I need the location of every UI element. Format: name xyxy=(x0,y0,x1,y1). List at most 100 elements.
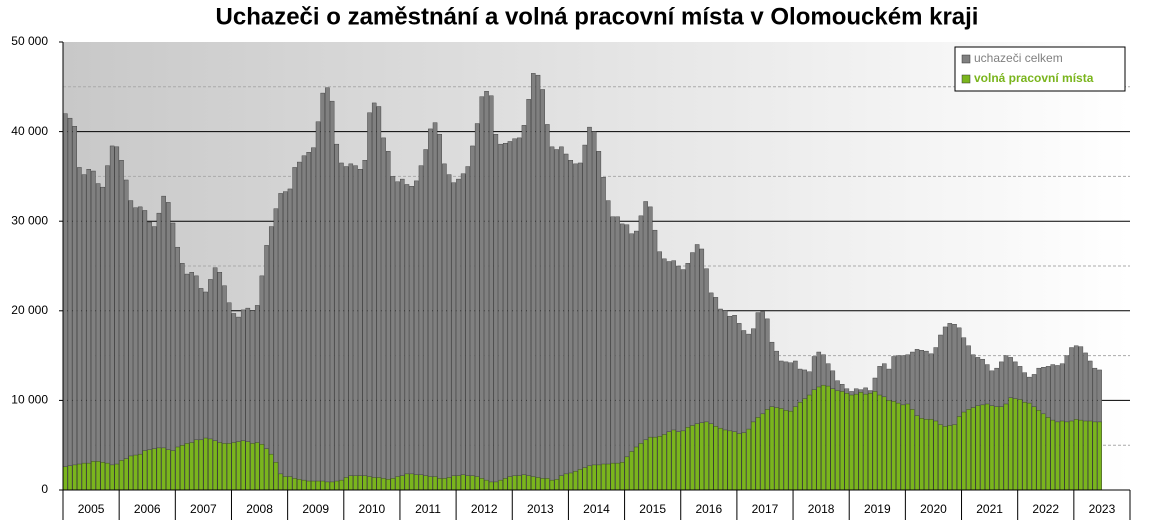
bar xyxy=(521,474,527,491)
bar xyxy=(428,128,433,491)
bar xyxy=(166,449,171,491)
bar xyxy=(278,193,283,491)
bar xyxy=(292,167,297,491)
bar xyxy=(264,448,269,491)
bar xyxy=(952,424,957,491)
bar xyxy=(404,473,410,491)
legend-swatch xyxy=(961,74,971,84)
bar xyxy=(699,422,705,491)
bar xyxy=(540,478,545,491)
bar xyxy=(615,216,620,491)
bar xyxy=(292,478,297,491)
bar xyxy=(545,478,550,491)
bar xyxy=(465,166,471,491)
bar xyxy=(357,475,363,491)
bar xyxy=(582,144,588,491)
bar xyxy=(137,206,143,491)
bar xyxy=(755,417,761,491)
x-tick-label: 2020 xyxy=(920,502,947,516)
bar xyxy=(956,416,962,491)
x-tick-label: 2010 xyxy=(359,502,386,516)
bar xyxy=(1087,420,1093,491)
y-tick-label: 40 000 xyxy=(11,124,48,138)
bar xyxy=(751,421,756,491)
x-tick-label: 2022 xyxy=(1032,502,1059,516)
bar xyxy=(77,463,82,491)
bar xyxy=(371,477,377,491)
bar xyxy=(72,126,77,491)
bar xyxy=(1050,419,1056,491)
bar xyxy=(432,476,438,491)
bar xyxy=(456,178,461,491)
bar xyxy=(100,186,106,491)
bar xyxy=(765,409,770,491)
bar xyxy=(629,451,634,491)
bar xyxy=(320,480,325,491)
bar xyxy=(390,478,396,491)
bar xyxy=(601,463,606,491)
bar xyxy=(741,432,747,491)
x-tick-label: 2019 xyxy=(864,502,891,516)
bar xyxy=(367,112,372,491)
bar xyxy=(306,480,311,491)
bar xyxy=(488,481,494,491)
bar xyxy=(615,462,620,491)
bar xyxy=(807,394,812,491)
bar xyxy=(727,430,733,491)
bar xyxy=(896,402,901,491)
bar xyxy=(250,443,255,491)
bar xyxy=(910,409,915,491)
bars xyxy=(63,73,1102,491)
bar xyxy=(853,393,859,491)
bar xyxy=(587,465,592,491)
bar xyxy=(961,411,967,491)
bar xyxy=(287,476,293,491)
bar xyxy=(212,440,218,491)
bar xyxy=(825,385,831,491)
bar xyxy=(259,444,265,491)
bar xyxy=(474,476,480,491)
bar xyxy=(868,393,873,491)
bar xyxy=(549,146,555,491)
bar xyxy=(133,454,138,491)
bar xyxy=(493,134,499,491)
bar xyxy=(437,134,442,491)
bar xyxy=(498,479,503,491)
bar xyxy=(423,475,428,491)
bar xyxy=(273,462,279,491)
bar xyxy=(821,384,826,491)
x-tick-label: 2006 xyxy=(134,502,161,516)
bar xyxy=(919,418,925,491)
bar xyxy=(137,453,143,491)
bar xyxy=(779,408,784,491)
bar xyxy=(797,401,803,491)
bar xyxy=(596,464,602,491)
bar xyxy=(151,448,157,491)
bar xyxy=(353,165,358,491)
bar xyxy=(161,447,166,491)
bar xyxy=(582,467,588,491)
bar xyxy=(109,464,115,491)
bar xyxy=(86,169,91,491)
x-tick-label: 2021 xyxy=(976,502,1003,516)
bar xyxy=(320,92,325,491)
bar xyxy=(1097,421,1102,491)
bar xyxy=(400,475,405,491)
bar xyxy=(1045,417,1051,491)
bar xyxy=(933,420,939,491)
bar xyxy=(914,415,920,491)
bar xyxy=(970,407,976,491)
bar xyxy=(67,117,73,491)
bar xyxy=(835,390,840,491)
x-tick-label: 2012 xyxy=(471,502,498,516)
bar xyxy=(554,479,559,491)
bar xyxy=(105,165,110,491)
bar xyxy=(114,146,120,491)
x-tick-label: 2016 xyxy=(695,502,722,516)
bar xyxy=(942,426,948,491)
bar xyxy=(1064,421,1070,491)
bar xyxy=(1059,420,1065,491)
bar xyxy=(297,479,302,491)
bar xyxy=(72,464,77,491)
bar xyxy=(568,472,574,491)
